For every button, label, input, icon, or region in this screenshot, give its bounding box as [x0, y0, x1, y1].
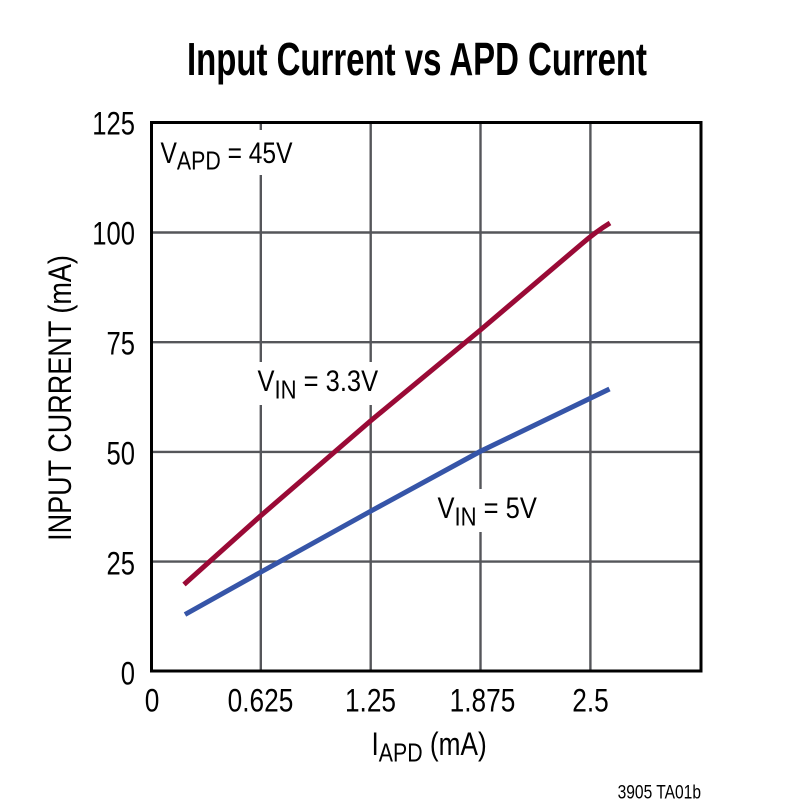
svg-text:1.875: 1.875: [450, 684, 516, 719]
svg-text:3905 TA01b: 3905 TA01b: [618, 781, 701, 803]
svg-text:VIN = 5V: VIN = 5V: [438, 491, 538, 532]
svg-text:0: 0: [145, 684, 160, 719]
svg-text:50: 50: [107, 437, 135, 472]
svg-text:75: 75: [107, 327, 135, 362]
svg-text:INPUT CURRENT (mA): INPUT CURRENT (mA): [43, 255, 79, 541]
svg-text:1.25: 1.25: [345, 684, 396, 719]
svg-text:125: 125: [92, 107, 135, 142]
svg-text:0: 0: [121, 657, 135, 692]
svg-text:0.625: 0.625: [228, 684, 294, 719]
svg-text:2.5: 2.5: [572, 684, 608, 719]
svg-text:100: 100: [92, 217, 135, 252]
svg-text:Input Current vs APD Current: Input Current vs APD Current: [187, 35, 647, 86]
svg-text:25: 25: [107, 547, 135, 582]
